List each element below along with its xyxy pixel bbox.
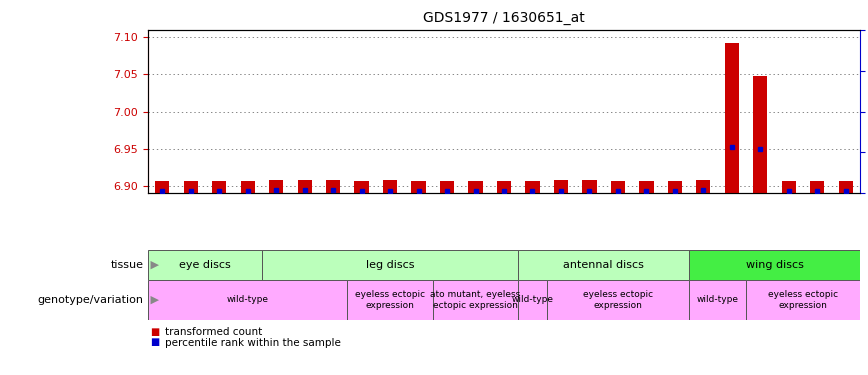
Bar [611,181,625,193]
Text: eyeless ectopic
expression: eyeless ectopic expression [355,290,425,310]
Bar [582,180,596,193]
Text: wild-type: wild-type [511,296,554,304]
Bar [155,181,169,193]
Bar [148,250,262,280]
Bar [433,280,518,320]
Bar [525,181,540,193]
Text: antennal discs: antennal discs [563,260,644,270]
Bar [753,76,767,193]
Bar [411,181,425,193]
Bar [383,180,398,193]
Bar [725,44,739,193]
Bar [554,180,568,193]
Bar [810,181,825,193]
Bar [518,280,547,320]
Text: eye discs: eye discs [179,260,231,270]
Bar [240,181,255,193]
Text: percentile rank within the sample: percentile rank within the sample [166,338,341,348]
Bar [639,181,654,193]
Text: ■: ■ [151,327,160,338]
Text: transformed count: transformed count [166,327,263,338]
Bar [354,181,369,193]
Bar [696,180,711,193]
Text: ato mutant, eyeless
ectopic expression: ato mutant, eyeless ectopic expression [431,290,521,310]
Text: tissue: tissue [110,260,144,270]
Text: wild-type: wild-type [227,296,269,304]
Text: ▶: ▶ [148,295,159,305]
Text: wing discs: wing discs [746,260,804,270]
Text: leg discs: leg discs [365,260,414,270]
Bar [518,250,689,280]
Bar [689,280,746,320]
Text: eyeless ectopic
expression: eyeless ectopic expression [768,290,838,310]
Bar [440,181,454,193]
Bar [782,181,796,193]
Bar [547,280,689,320]
Text: ■: ■ [151,338,160,348]
Bar [347,280,433,320]
Bar [667,181,682,193]
Bar [212,181,227,193]
Bar [262,250,518,280]
Bar [469,181,483,193]
Bar [184,181,198,193]
Bar [689,250,860,280]
Bar [148,280,347,320]
Text: eyeless ectopic
expression: eyeless ectopic expression [582,290,653,310]
Bar [746,280,860,320]
Bar [496,181,511,193]
Bar [269,180,283,193]
Text: GDS1977 / 1630651_at: GDS1977 / 1630651_at [423,11,585,25]
Bar [838,181,853,193]
Text: ▶: ▶ [148,260,159,270]
Bar [326,180,340,193]
Text: genotype/variation: genotype/variation [37,295,144,305]
Text: wild-type: wild-type [697,296,739,304]
Bar [298,180,312,193]
